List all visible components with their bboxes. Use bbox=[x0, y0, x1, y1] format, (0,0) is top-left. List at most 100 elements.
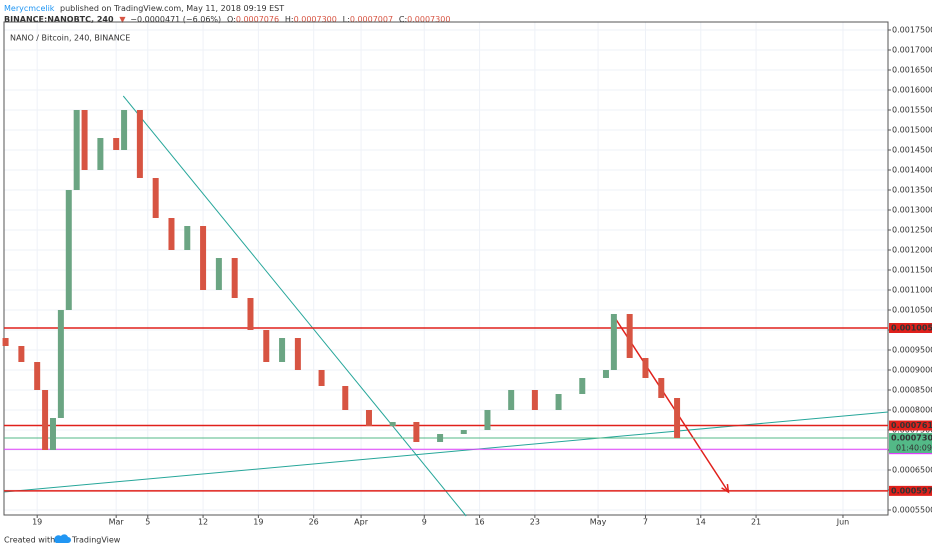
candle-body bbox=[81, 110, 88, 170]
x-tick-label: 9 bbox=[422, 518, 427, 527]
ohlc-value: 0.0007300 bbox=[294, 15, 337, 24]
author[interactable]: Merycmcelik bbox=[4, 4, 55, 13]
footer: Created with TradingView bbox=[4, 534, 121, 545]
candle-body bbox=[231, 258, 238, 298]
published: published on TradingView.com, May 11, 20… bbox=[60, 4, 284, 13]
x-tick-label: 19 bbox=[32, 518, 42, 527]
x-tick-label: Jun bbox=[836, 518, 850, 527]
y-tick-label: 0.0013500 bbox=[892, 186, 932, 195]
candle-body bbox=[484, 410, 491, 430]
y-tick-label: 0.0017500 bbox=[892, 26, 932, 35]
candle-body bbox=[508, 390, 515, 410]
candle-body bbox=[642, 358, 649, 378]
candle-body bbox=[626, 314, 633, 358]
y-tick-label: 0.0009500 bbox=[892, 346, 932, 355]
y-tick-label: 0.0012000 bbox=[892, 246, 932, 255]
x-tick-label: 21 bbox=[751, 518, 761, 527]
timer-label: 01:40:09 bbox=[896, 444, 932, 453]
candle-body bbox=[263, 330, 270, 362]
candle-body bbox=[658, 378, 665, 398]
y-tick-label: 0.0013000 bbox=[892, 206, 932, 215]
price-tag bbox=[889, 420, 932, 431]
candle-body bbox=[152, 178, 159, 218]
footer-brand[interactable]: TradingView bbox=[71, 536, 121, 545]
price-tag bbox=[889, 485, 932, 496]
candle-body bbox=[57, 310, 64, 418]
arrow-head bbox=[721, 483, 730, 494]
candle-body bbox=[97, 138, 104, 170]
candle-body bbox=[674, 398, 681, 438]
candle-body bbox=[49, 418, 56, 450]
candle-body bbox=[184, 226, 191, 250]
symbol-line: BINANCE:NANOBTC, 240 ▼ −0.0000471 (−6.06… bbox=[4, 15, 450, 24]
ohlc-value: 0.0007300 bbox=[407, 15, 450, 24]
y-tick-label: 0.0006500 bbox=[892, 466, 932, 475]
candle-body bbox=[555, 394, 562, 410]
candle-body bbox=[610, 314, 617, 370]
ohlc-value: 0.0007007 bbox=[350, 15, 393, 24]
y-tick-label: 0.0009000 bbox=[892, 366, 932, 375]
y-tick-label: 0.0015000 bbox=[892, 126, 932, 135]
y-tick-label: 0.0017000 bbox=[892, 46, 932, 55]
timer-tag bbox=[889, 443, 932, 453]
x-tick-label: 5 bbox=[145, 518, 150, 527]
candle-body bbox=[42, 390, 49, 450]
y-tick-label: 0.0012500 bbox=[892, 226, 932, 235]
footer-created: Created with bbox=[4, 536, 55, 545]
candle-body bbox=[389, 422, 396, 426]
price-tag-label: 0.0005978 bbox=[891, 486, 932, 495]
change: −0.0000471 (−6.06%) bbox=[130, 15, 221, 24]
ohlc-label: H: bbox=[285, 15, 294, 24]
y-tick-label: 0.0011000 bbox=[892, 286, 932, 295]
candle-body bbox=[437, 434, 444, 442]
candle-body bbox=[65, 190, 72, 310]
candle-body bbox=[531, 390, 538, 410]
x-tick-label: 23 bbox=[530, 518, 540, 527]
y-tick-label: 0.0005500 bbox=[892, 506, 932, 515]
plot-border bbox=[3, 21, 889, 516]
chart-title: NANO / Bitcoin, 240, BINANCE bbox=[10, 34, 130, 43]
candle-body bbox=[215, 258, 222, 290]
price-tag-label: 0.0007300 bbox=[891, 434, 932, 443]
candle-body bbox=[200, 226, 207, 290]
x-tick-label: 12 bbox=[198, 518, 208, 527]
price-tag bbox=[889, 433, 932, 443]
x-tick-label: 16 bbox=[474, 518, 484, 527]
candle-body bbox=[602, 370, 609, 378]
y-tick-label: 0.0008000 bbox=[892, 406, 932, 415]
trend-line bbox=[122, 95, 467, 517]
price-tag bbox=[889, 323, 932, 333]
y-tick-label: 0.0014500 bbox=[892, 146, 932, 155]
y-tick-label: 0.0015500 bbox=[892, 106, 932, 115]
candle-body bbox=[247, 298, 254, 330]
symbol: BINANCE:NANOBTC, 240 bbox=[4, 15, 114, 24]
candle-body bbox=[121, 110, 128, 150]
candle-body bbox=[365, 410, 372, 426]
candle-body bbox=[579, 378, 586, 394]
candle-body bbox=[413, 422, 420, 442]
y-tick-label: 0.0011500 bbox=[892, 266, 932, 275]
candle-body bbox=[318, 370, 325, 386]
header-line: Merycmcelik published on TradingView.com… bbox=[4, 4, 284, 13]
logo bbox=[54, 534, 71, 543]
x-tick-label: 14 bbox=[696, 518, 706, 527]
candle-body bbox=[73, 110, 80, 190]
price-tag-label: 0.0007611 bbox=[891, 421, 932, 430]
ohlc-value: 0.0007076 bbox=[236, 15, 279, 24]
x-tick-label: May bbox=[590, 518, 607, 527]
x-tick-label: Mar bbox=[109, 518, 125, 527]
y-tick-label: 0.0016500 bbox=[892, 66, 932, 75]
ohlc-label: L: bbox=[343, 15, 350, 24]
y-tick-label: 0.0014000 bbox=[892, 166, 932, 175]
x-tick-label: 19 bbox=[253, 518, 263, 527]
x-tick-label: 7 bbox=[643, 518, 648, 527]
candle-body bbox=[460, 430, 467, 434]
candle-body bbox=[34, 362, 41, 390]
change-arrow: ▼ bbox=[119, 15, 126, 24]
x-tick-label: 26 bbox=[309, 518, 319, 527]
ohlc-label: O: bbox=[227, 15, 236, 24]
candle-body bbox=[342, 386, 349, 410]
candle-body bbox=[2, 338, 9, 346]
